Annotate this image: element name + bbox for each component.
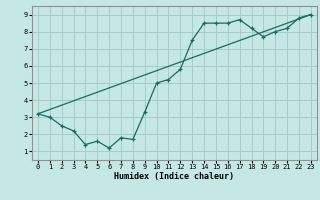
X-axis label: Humidex (Indice chaleur): Humidex (Indice chaleur)	[115, 172, 234, 181]
